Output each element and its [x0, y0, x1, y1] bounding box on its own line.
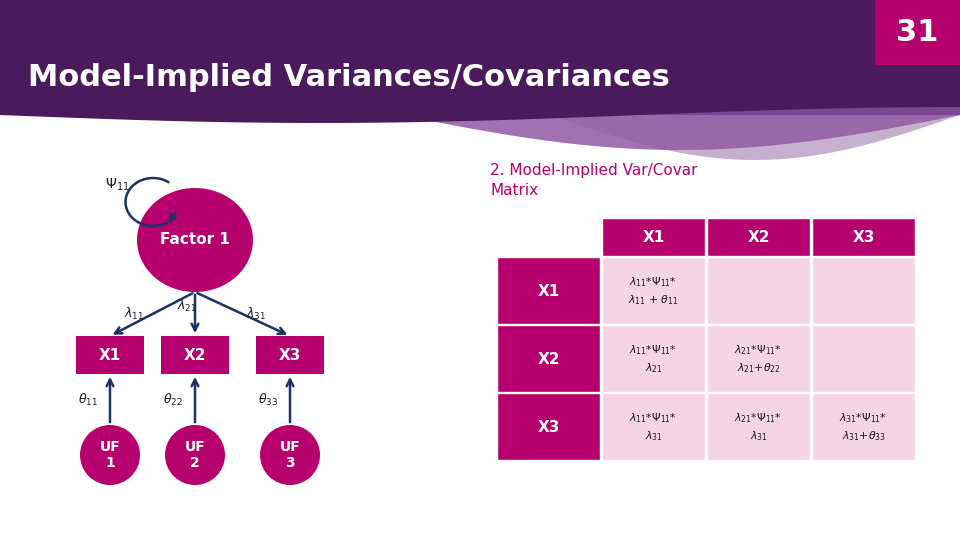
Bar [812, 325, 915, 392]
Text: $\lambda_{21}$*$\Psi_{11}$*
$\lambda_{21}$+$\theta_{22}$: $\lambda_{21}$*$\Psi_{11}$* $\lambda_{21… [734, 343, 782, 375]
Text: $\lambda_{21}$: $\lambda_{21}$ [177, 298, 197, 314]
Text: $\lambda_{11}$*$\Psi_{11}$*
$\lambda_{11}$ + $\theta_{11}$: $\lambda_{11}$*$\Psi_{11}$* $\lambda_{11… [628, 275, 679, 307]
Bar [497, 257, 600, 324]
Polygon shape [550, 0, 960, 175]
Text: $\lambda_{31}$: $\lambda_{31}$ [247, 306, 267, 322]
Text: X3: X3 [538, 420, 560, 435]
Text: X3: X3 [278, 348, 301, 362]
Bar [602, 257, 705, 324]
Bar [812, 393, 915, 460]
Text: $\lambda_{11}$: $\lambda_{11}$ [125, 306, 145, 322]
Bar [76, 336, 144, 374]
Circle shape [80, 425, 140, 485]
Text: Model-Implied Variances/Covariances: Model-Implied Variances/Covariances [28, 64, 670, 92]
Text: $\theta_{11}$: $\theta_{11}$ [78, 392, 98, 408]
Bar [707, 393, 810, 460]
Text: X1: X1 [538, 284, 560, 299]
Circle shape [165, 425, 225, 485]
Text: 2. Model-Implied Var/Covar
Matrix: 2. Model-Implied Var/Covar Matrix [490, 163, 698, 198]
Bar [875, 0, 960, 65]
Bar [497, 393, 600, 460]
Bar [602, 393, 705, 460]
Text: X3: X3 [852, 230, 875, 245]
Text: $\theta_{33}$: $\theta_{33}$ [258, 392, 278, 408]
Text: 31: 31 [897, 18, 939, 47]
Text: $\lambda_{31}$*$\Psi_{11}$*
$\lambda_{31}$+$\theta_{33}$: $\lambda_{31}$*$\Psi_{11}$* $\lambda_{31… [839, 411, 888, 443]
Text: $\Psi_{11}$: $\Psi_{11}$ [105, 177, 130, 193]
Polygon shape [400, 0, 960, 170]
Text: X2: X2 [747, 230, 770, 245]
Polygon shape [0, 0, 960, 123]
Bar [602, 218, 705, 256]
Text: X2: X2 [538, 352, 560, 367]
Text: X2: X2 [183, 348, 206, 362]
Text: UF
3: UF 3 [279, 441, 300, 470]
Text: $\theta_{22}$: $\theta_{22}$ [163, 392, 183, 408]
Text: $\lambda_{11}$*$\Psi_{11}$*
$\lambda_{31}$: $\lambda_{11}$*$\Psi_{11}$* $\lambda_{31… [630, 411, 678, 443]
Bar [812, 218, 915, 256]
Text: $\lambda_{11}$*$\Psi_{11}$*
$\lambda_{21}$: $\lambda_{11}$*$\Psi_{11}$* $\lambda_{21… [630, 343, 678, 375]
Bar [707, 257, 810, 324]
Bar [707, 218, 810, 256]
Bar [256, 336, 324, 374]
Text: Factor 1: Factor 1 [160, 233, 230, 247]
Text: UF
2: UF 2 [184, 441, 205, 470]
Bar [812, 257, 915, 324]
Text: $\lambda_{21}$*$\Psi_{11}$*
$\lambda_{31}$: $\lambda_{21}$*$\Psi_{11}$* $\lambda_{31… [734, 411, 782, 443]
Bar [602, 325, 705, 392]
Text: X1: X1 [99, 348, 121, 362]
Bar [0, 0, 960, 115]
Text: X1: X1 [642, 230, 664, 245]
Ellipse shape [137, 188, 253, 292]
Circle shape [260, 425, 320, 485]
Bar [707, 325, 810, 392]
Bar [161, 336, 229, 374]
Bar [497, 325, 600, 392]
Text: UF
1: UF 1 [100, 441, 120, 470]
